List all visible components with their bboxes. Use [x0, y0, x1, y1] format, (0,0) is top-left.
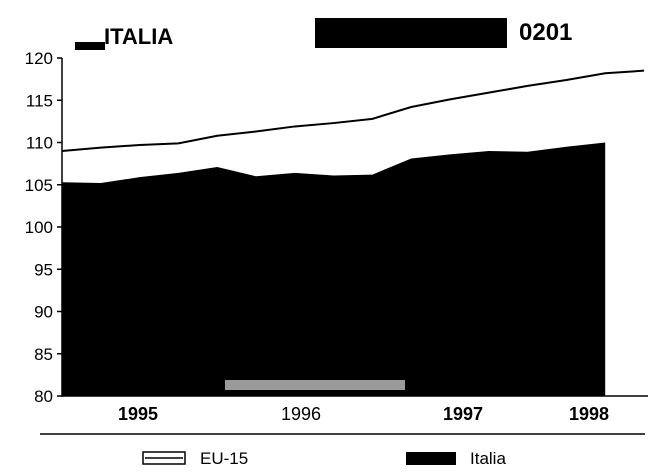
y-tick-label: 100	[25, 218, 53, 237]
title-decoration	[75, 42, 105, 50]
y-ticks: 80 85 90 95 100 105 110 115 120	[25, 49, 62, 406]
x-tick-label: 1995	[118, 404, 158, 424]
y-tick-label: 115	[26, 91, 53, 110]
chart-code: 0201	[519, 19, 572, 46]
y-tick-label: 110	[26, 134, 53, 153]
x-tick-label: 1998	[569, 404, 609, 424]
legend-item-italia: Italia	[406, 449, 506, 468]
y-tick-label: 80	[34, 387, 53, 406]
line-layer	[61, 69, 645, 152]
title-redaction-bar	[315, 18, 507, 48]
y-tick-label: 105	[25, 176, 53, 195]
legend: EU-15 Italia	[142, 449, 506, 468]
chart-title: ITALIA	[104, 24, 173, 49]
x-tick-label: 1997	[443, 404, 483, 424]
y-tick-label: 95	[34, 260, 53, 279]
x-tick-label: 1996	[281, 404, 321, 424]
x-ticks: 1995 1996 1997 1998	[118, 404, 609, 424]
y-tick-label: 85	[34, 345, 53, 364]
y-tick-label: 90	[34, 303, 53, 322]
scan-smudge	[225, 380, 405, 390]
series-line-eu15	[61, 69, 645, 152]
legend-label-italia: Italia	[470, 449, 506, 468]
area-layer	[62, 142, 606, 396]
y-tick-label: 120	[25, 49, 53, 68]
legend-item-eu15: EU-15	[142, 449, 248, 468]
legend-swatch-filled	[406, 452, 456, 465]
series-area-italia	[62, 142, 606, 396]
legend-label-eu15: EU-15	[200, 449, 248, 468]
